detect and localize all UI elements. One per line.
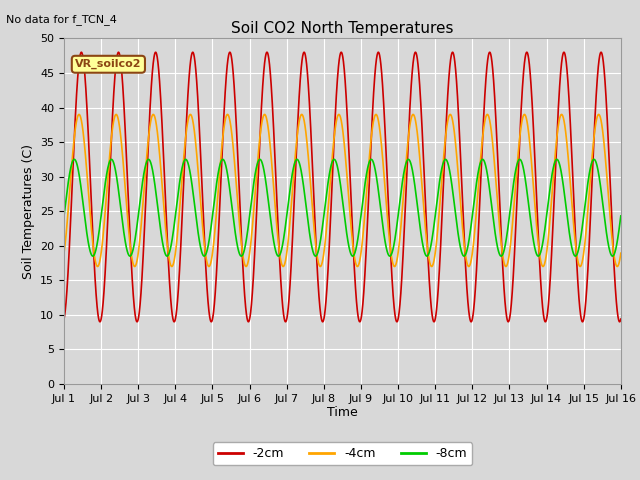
-4cm: [476, 167, 483, 173]
-4cm: [273, 224, 281, 230]
-8cm: [422, 253, 430, 259]
-2cm: [518, 92, 526, 97]
-4cm: [617, 250, 625, 256]
-8cm: [273, 252, 281, 257]
-4cm: [112, 111, 120, 117]
-4cm: [422, 235, 430, 240]
-4cm: [316, 264, 324, 269]
-8cm: [60, 213, 68, 219]
Text: VR_soilco2: VR_soilco2: [75, 59, 141, 70]
-4cm: [60, 250, 68, 256]
-2cm: [422, 217, 430, 223]
-2cm: [430, 319, 438, 324]
-8cm: [617, 213, 625, 219]
-2cm: [77, 49, 85, 55]
-4cm: [394, 250, 402, 255]
-8cm: [442, 156, 449, 162]
Title: Soil CO2 North Temperatures: Soil CO2 North Temperatures: [231, 21, 454, 36]
-2cm: [161, 192, 169, 198]
-4cm: [518, 118, 526, 124]
Y-axis label: Soil Temperatures (C): Soil Temperatures (C): [22, 144, 35, 279]
Legend: -2cm, -4cm, -8cm: -2cm, -4cm, -8cm: [212, 442, 472, 465]
Line: -8cm: -8cm: [64, 159, 621, 256]
-2cm: [60, 316, 68, 322]
-2cm: [394, 316, 402, 322]
Line: -4cm: -4cm: [64, 114, 621, 266]
-2cm: [476, 201, 483, 206]
X-axis label: Time: Time: [327, 407, 358, 420]
-8cm: [161, 251, 169, 257]
-2cm: [273, 198, 281, 204]
Text: No data for f_TCN_4: No data for f_TCN_4: [6, 14, 117, 25]
Line: -2cm: -2cm: [64, 52, 621, 322]
-8cm: [394, 214, 402, 219]
-8cm: [89, 253, 97, 259]
-2cm: [617, 316, 625, 322]
-4cm: [161, 221, 169, 227]
-8cm: [476, 162, 483, 168]
-8cm: [518, 160, 526, 166]
